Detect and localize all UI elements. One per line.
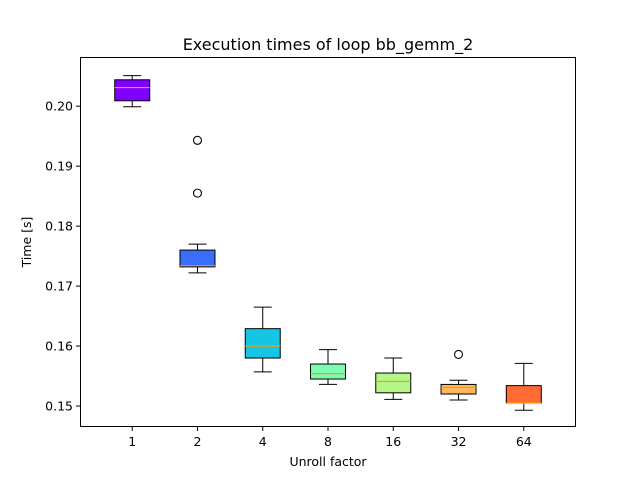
y-tick-label: 0.20 xyxy=(45,99,73,114)
outlier-point xyxy=(453,349,464,359)
box-1 xyxy=(114,79,151,102)
box-8 xyxy=(310,363,346,380)
outlier-point xyxy=(192,188,203,198)
y-tick-label: 0.19 xyxy=(45,159,73,174)
x-tick-label: 32 xyxy=(451,434,467,449)
x-tick-label: 8 xyxy=(324,434,332,449)
y-tick-label: 0.16 xyxy=(45,339,73,354)
box-32 xyxy=(440,383,477,395)
y-tick-label: 0.17 xyxy=(45,279,73,294)
outlier-point xyxy=(192,135,203,145)
y-tick-label: 0.15 xyxy=(45,399,73,414)
x-tick-label: 4 xyxy=(259,434,267,449)
box-64 xyxy=(505,385,542,404)
box-4 xyxy=(244,328,281,359)
box-16 xyxy=(375,372,412,394)
x-tick-label: 64 xyxy=(516,434,532,449)
x-axis-label: Unroll factor xyxy=(289,454,367,469)
x-tick-label: 2 xyxy=(193,434,201,449)
box-2 xyxy=(179,249,216,268)
x-tick-label: 1 xyxy=(128,434,136,449)
axes-frame xyxy=(80,57,576,427)
chart-title: Execution times of loop bb_gemm_2 xyxy=(183,35,474,55)
x-tick-label: 16 xyxy=(385,434,401,449)
plot-area: 0.15 0.16 0.17 0.18 0.19 0.20 1 2 4 8 16 32 64 xyxy=(45,75,542,449)
y-axis-label: Time [s] xyxy=(19,217,34,269)
y-tick-label: 0.18 xyxy=(45,219,73,234)
